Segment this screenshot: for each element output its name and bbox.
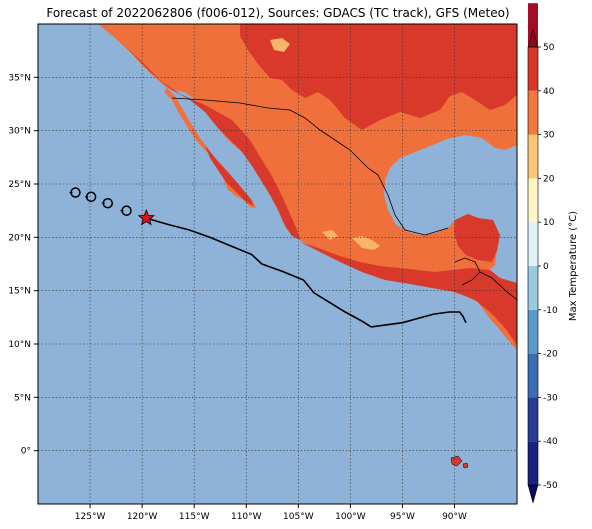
lon-tick-label: 100°W bbox=[335, 512, 366, 522]
colorbar-tick-label: 10 bbox=[543, 218, 555, 228]
colorbar-tick-label: -30 bbox=[543, 393, 558, 403]
lon-tick-label: 105°W bbox=[283, 512, 314, 522]
colorbar-segment bbox=[528, 353, 538, 398]
lon-tick-label: 95°W bbox=[390, 512, 415, 522]
us-mexico-border bbox=[171, 97, 379, 176]
colorbar-segment bbox=[528, 222, 538, 266]
colorbar-tick-label: 0 bbox=[543, 262, 549, 272]
colorbar-min-extend bbox=[527, 484, 539, 504]
storm-track-layer bbox=[69, 187, 467, 328]
lat-tick-label: 0° bbox=[21, 447, 31, 457]
baja-peninsula bbox=[164, 88, 256, 208]
colorbar-tick-label: -50 bbox=[543, 481, 558, 491]
colorbar-segment bbox=[528, 47, 538, 91]
lon-tick-label: 115°W bbox=[179, 512, 210, 522]
hot-zone-baja bbox=[205, 145, 254, 206]
map-frame bbox=[37, 23, 518, 505]
lat-tick-label: 30°N bbox=[8, 127, 31, 137]
lon-tick-label: 120°W bbox=[127, 512, 158, 522]
lon-tick-label: 110°W bbox=[231, 512, 262, 522]
coastline-gulf bbox=[377, 174, 449, 236]
lat-tick-label: 35°N bbox=[8, 73, 31, 83]
colorbar-segment bbox=[528, 134, 538, 179]
hot-zone-southern-coast bbox=[300, 242, 517, 345]
mild-zone-central bbox=[322, 230, 338, 240]
lat-tick-label: 25°N bbox=[8, 180, 31, 190]
colorbar-segment bbox=[528, 178, 538, 223]
colorbar-label: Max Temperature (°C) bbox=[568, 211, 579, 321]
lon-tick-label: 90°W bbox=[442, 512, 467, 522]
colorbar: 50 40 30 20 10 0 -10 -20 -30 -40 -50 bbox=[527, 3, 558, 504]
current-position-star bbox=[137, 209, 155, 226]
colorbar-tick-label: 40 bbox=[543, 87, 555, 97]
colorbar-tick-label: 50 bbox=[543, 43, 555, 53]
graticule bbox=[38, 24, 517, 504]
colorbar-segment bbox=[528, 309, 538, 354]
lat-tick-label: 20°N bbox=[8, 233, 31, 243]
longitude-axis: 125°W 120°W 115°W 110°W 105°W 100°W 95°W 90°W bbox=[75, 504, 467, 522]
forecast-track-line bbox=[146, 217, 467, 328]
guatemala-border bbox=[454, 257, 481, 286]
colorbar-segment bbox=[528, 90, 538, 135]
mild-zone-highlands bbox=[352, 236, 380, 250]
colorbar-segment bbox=[528, 3, 538, 47]
latitude-axis: 35°N 30°N 25°N 20°N 15°N 10°N 5°N 0° bbox=[8, 73, 38, 457]
galapagos-islands-small bbox=[462, 462, 469, 469]
colorbar-tick-label: 20 bbox=[543, 174, 555, 184]
colorbar-tick-label: 30 bbox=[543, 131, 555, 141]
borders-layer bbox=[171, 97, 517, 301]
central-america-borders bbox=[479, 271, 517, 301]
colorbar-tick-label: -20 bbox=[543, 350, 558, 360]
galapagos-islands bbox=[450, 455, 463, 467]
hot-zone-north bbox=[240, 24, 517, 130]
colorbar-tick-label: -40 bbox=[543, 437, 558, 447]
lat-tick-label: 15°N bbox=[8, 287, 31, 297]
lat-tick-label: 10°N bbox=[8, 340, 31, 350]
mild-zone-north bbox=[270, 38, 290, 52]
colorbar-segment bbox=[528, 266, 538, 310]
colorbar-tick-label: -10 bbox=[543, 306, 558, 316]
map-title: Forecast of 2022062806 (f006-012), Sourc… bbox=[46, 6, 510, 20]
colorbar-segment bbox=[528, 397, 538, 442]
hot-zone-yucatan bbox=[454, 214, 500, 262]
lat-tick-label: 5°N bbox=[14, 393, 31, 403]
lon-tick-label: 125°W bbox=[75, 512, 106, 522]
land-layer bbox=[98, 24, 517, 469]
colorbar-segment bbox=[528, 441, 538, 485]
